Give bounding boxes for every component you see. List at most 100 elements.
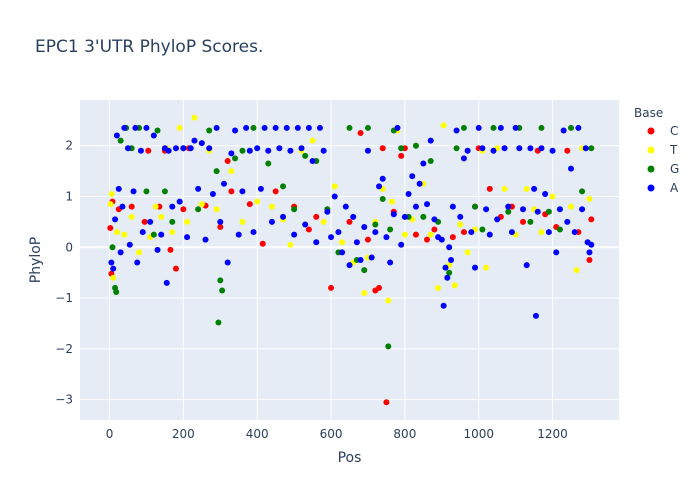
data-point	[427, 231, 434, 238]
data-point	[556, 206, 563, 213]
data-point	[217, 223, 224, 230]
data-point	[472, 264, 479, 271]
data-point	[549, 147, 556, 154]
data-point	[228, 168, 235, 175]
data-point	[376, 284, 383, 291]
x-tick-label: 1000	[463, 427, 494, 441]
data-point	[113, 132, 120, 139]
data-point	[257, 185, 264, 192]
data-point	[339, 249, 346, 256]
data-point	[291, 206, 298, 213]
data-point	[110, 274, 117, 281]
data-point	[172, 145, 179, 152]
data-point	[405, 190, 412, 197]
data-point	[280, 213, 287, 220]
data-point	[169, 229, 176, 236]
data-point	[357, 257, 364, 263]
legend-entry: T	[669, 143, 678, 157]
data-point	[424, 201, 431, 208]
data-point	[320, 218, 327, 225]
data-point	[412, 142, 419, 149]
data-point	[228, 150, 235, 157]
data-point	[232, 155, 239, 162]
data-point	[588, 241, 595, 248]
data-point	[409, 173, 416, 180]
data-point	[298, 145, 305, 152]
data-point	[460, 124, 467, 131]
data-point	[145, 147, 152, 154]
data-point	[280, 183, 287, 190]
data-point	[383, 234, 390, 241]
data-point	[451, 282, 458, 289]
x-tick-label: 0	[106, 427, 114, 441]
data-point	[117, 249, 124, 256]
data-point	[154, 246, 161, 253]
data-point	[586, 257, 593, 263]
data-point	[361, 267, 368, 274]
data-point	[398, 145, 405, 152]
data-point	[586, 196, 593, 203]
data-point	[364, 124, 371, 131]
data-point	[261, 124, 268, 131]
data-point	[187, 145, 194, 152]
data-point	[176, 198, 183, 205]
data-point	[416, 180, 423, 187]
data-point	[265, 160, 272, 167]
data-point	[213, 168, 220, 175]
data-point	[460, 229, 467, 236]
data-point	[549, 193, 556, 200]
data-point	[132, 124, 139, 131]
data-point	[388, 198, 395, 205]
data-point	[490, 147, 497, 154]
data-point	[172, 265, 179, 272]
data-point	[420, 160, 427, 167]
data-point	[586, 249, 593, 256]
data-point	[180, 145, 187, 152]
legend-marker	[647, 146, 655, 154]
y-tick-label: −3	[55, 393, 73, 407]
data-point	[401, 231, 408, 238]
data-point	[527, 145, 534, 152]
data-point	[272, 124, 279, 131]
data-point	[579, 206, 586, 213]
data-point	[556, 226, 563, 233]
data-point	[464, 147, 471, 154]
data-point	[109, 244, 116, 251]
data-point	[497, 124, 504, 131]
data-point	[505, 208, 512, 215]
data-point	[313, 213, 320, 220]
data-point	[243, 124, 250, 131]
data-point	[486, 185, 493, 192]
data-point	[141, 218, 148, 225]
data-point	[324, 208, 331, 215]
data-point	[435, 284, 442, 291]
data-point	[320, 147, 327, 154]
data-point	[287, 147, 294, 154]
data-point	[294, 124, 301, 131]
data-point	[512, 124, 519, 131]
data-point	[401, 213, 408, 220]
data-point	[568, 203, 575, 210]
data-point	[305, 226, 312, 233]
y-tick-label: 1	[65, 190, 73, 204]
data-point	[126, 241, 133, 248]
data-point	[150, 132, 157, 139]
data-point	[346, 218, 353, 225]
data-point	[350, 213, 357, 220]
data-point	[250, 229, 257, 236]
data-point	[119, 203, 126, 210]
data-point	[460, 155, 467, 162]
data-point	[346, 262, 353, 269]
data-point	[573, 267, 580, 274]
data-point	[115, 185, 122, 192]
data-point	[309, 157, 316, 164]
data-point	[147, 218, 154, 225]
data-point	[427, 137, 434, 144]
data-point	[420, 213, 427, 220]
data-point	[254, 198, 261, 205]
data-point	[538, 229, 545, 236]
data-point	[313, 239, 320, 246]
data-point	[112, 216, 119, 223]
data-point	[568, 165, 575, 172]
data-point	[134, 259, 141, 266]
